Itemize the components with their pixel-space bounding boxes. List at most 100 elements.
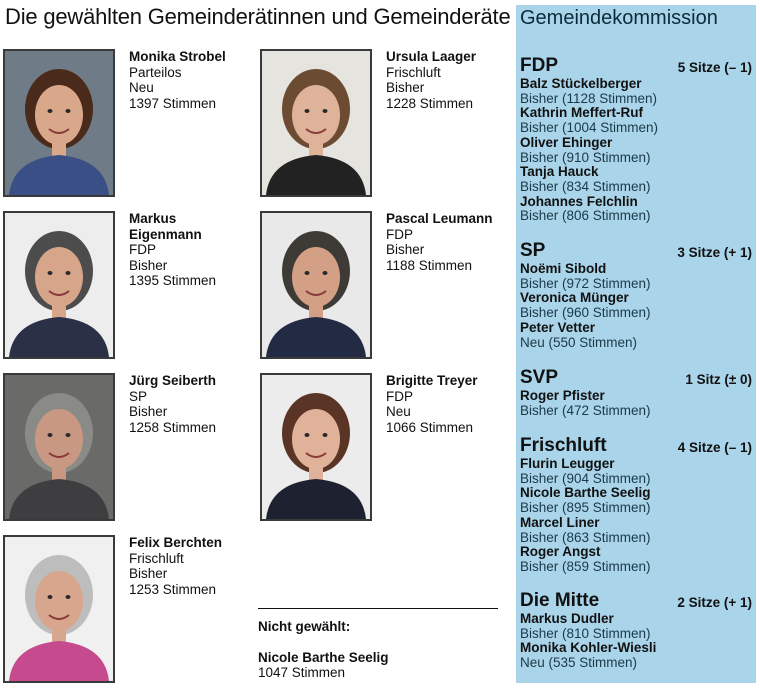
smile-shape <box>305 452 327 458</box>
portrait-photo <box>260 211 372 359</box>
commission-member: Johannes Felchlin Bisher (806 Stimmen) <box>520 193 750 224</box>
portrait-photo <box>3 373 115 521</box>
person-status: Bisher <box>129 404 168 419</box>
member-status: Bisher (806 Stimmen) <box>520 208 651 224</box>
member-name: Roger Pfister <box>520 388 605 403</box>
portrait-photo <box>3 535 115 683</box>
person-info: Pascal Leumann FDP Bisher 1188 Stimmen <box>386 211 493 273</box>
person-party: FDP <box>386 388 413 404</box>
party-header: Die Mitte 2 Sitze (+ 1) <box>520 590 752 612</box>
person-card: Pascal Leumann FDP Bisher 1188 Stimmen <box>260 211 500 371</box>
face-shape <box>35 247 83 307</box>
eye-shape <box>65 109 71 113</box>
person-party: Parteilos <box>129 64 182 80</box>
commission-member: Balz Stückelberger Bisher (1128 Stimmen) <box>520 76 750 106</box>
eye-shape <box>304 271 310 275</box>
person-info: Markus Eigenmann FDP Bisher 1395 Stimmen <box>129 211 216 289</box>
shirt-shape <box>266 317 366 357</box>
person-card: Brigitte Treyer FDP Neu 1066 Stimmen <box>260 373 500 533</box>
face-shape <box>292 85 340 145</box>
person-name: Monika Strobel <box>129 49 226 64</box>
person-party: FDP <box>386 226 413 242</box>
person-party: Frischluft <box>129 550 184 566</box>
commission-member: Markus Dudler Bisher (810 Stimmen) <box>520 611 750 641</box>
commission-party: FDP 5 Sitze (– 1) Balz Stückelberger Bisher… <box>520 55 752 224</box>
shirt-shape <box>9 479 109 519</box>
eye-shape <box>65 433 71 437</box>
person-card: Monika Strobel Parteilos Neu 1397 Stimmen <box>3 49 243 209</box>
not-elected-name: Nicole Barthe Seelig <box>258 649 389 665</box>
eye-shape <box>47 595 53 599</box>
divider <box>258 608 498 609</box>
face-shape <box>292 409 340 469</box>
party-seats: 4 Sitze (– 1) <box>677 440 752 455</box>
person-name: Brigitte Treyer <box>386 373 478 388</box>
eye-shape <box>65 595 71 599</box>
member-status: Bisher (895 Stimmen) <box>520 500 651 516</box>
shirt-shape <box>266 155 366 195</box>
member-name: Veronica Münger <box>520 290 629 306</box>
person-party: Frischluft <box>386 64 441 80</box>
eye-shape <box>322 433 328 437</box>
person-card: Markus Eigenmann FDP Bisher 1395 Stimmen <box>3 211 243 371</box>
shirt-shape <box>266 479 366 519</box>
person-status: Neu <box>129 80 154 95</box>
commission-member: Roger Pfister Bisher (472 Stimmen) <box>520 388 750 418</box>
member-name: Monika Kohler-Wiesli <box>520 640 657 656</box>
eye-shape <box>65 271 71 275</box>
member-name: Noëmi Sibold <box>520 261 607 276</box>
not-elected-label: Nicht gewählt: <box>258 619 351 634</box>
person-status: Bisher <box>386 242 425 257</box>
party-name: Die Mitte <box>520 590 600 611</box>
face-shape <box>292 247 340 307</box>
member-status: Bisher (1128 Stimmen) <box>520 90 658 106</box>
portrait-photo <box>260 49 372 197</box>
eye-shape <box>47 271 53 275</box>
person-status: Bisher <box>386 80 425 95</box>
eye-shape <box>47 109 53 113</box>
party-name: SVP <box>520 367 559 388</box>
person-name: Felix Berchten <box>129 535 223 550</box>
party-header: Frischluft 4 Sitze (– 1) <box>520 435 752 457</box>
person-status: Neu <box>386 404 411 419</box>
person-info: Ursula Laager Frischluft Bisher 1228 Stimme… <box>386 49 476 111</box>
commission-member: Monika Kohler-Wiesli Neu (535 Stimmen) <box>520 641 750 670</box>
person-card: Jürg Seiberth SP Bisher 1258 Stimmen <box>3 373 243 533</box>
commission-member: Noëmi Sibold Bisher (972 Stimmen) <box>520 261 750 291</box>
party-seats: 5 Sitze (– 1) <box>677 60 752 75</box>
smile-shape <box>48 614 70 620</box>
person-info: Felix Berchten Frischluft Bisher 1253 Stimm… <box>129 535 222 597</box>
party-header: FDP 5 Sitze (– 1) <box>520 55 752 77</box>
not-elected-votes: 1047 Stimmen <box>258 665 346 680</box>
member-status: Bisher (960 Stimmen) <box>520 305 651 321</box>
person-votes: 1253 Stimmen <box>129 581 217 597</box>
commission-party: Die Mitte 2 Sitze (+ 1) Markus Dudler Bishe… <box>520 590 752 671</box>
smile-shape <box>305 290 327 296</box>
eye-shape <box>322 109 328 113</box>
party-name: SP <box>520 240 546 261</box>
commission-panel: Gemeindekommission FDP 5 Sitze (– 1) Balz … <box>516 5 756 683</box>
member-name: Tanja Hauck <box>520 164 599 180</box>
face-shape <box>35 571 83 631</box>
party-name: Frischluft <box>520 435 607 456</box>
member-status: Bisher (863 Stimmen) <box>520 529 651 545</box>
eye-shape <box>322 271 328 275</box>
smile-shape <box>48 290 70 296</box>
commission-member: Oliver Ehinger Bisher (910 Stimmen) <box>520 135 750 165</box>
smile-shape <box>48 128 70 134</box>
person-info: Monika Strobel Parteilos Neu 1397 Stimmen <box>129 49 226 111</box>
member-name: Johannes Felchlin <box>520 193 638 209</box>
party-seats: 3 Sitze (+ 1) <box>677 245 752 260</box>
commission-member: Tanja Hauck Bisher (834 Stimmen) <box>520 165 750 194</box>
shirt-shape <box>9 155 109 195</box>
commission-member: Marcel Liner Bisher (863 Stimmen) <box>520 515 750 545</box>
person-status: Bisher <box>129 566 168 581</box>
person-votes: 1066 Stimmen <box>386 419 474 435</box>
person-name: Eigenmann <box>129 226 202 242</box>
commission-member: Nicole Barthe Seelig Bisher (895 Stimmen) <box>520 486 750 515</box>
commission-party: SVP 1 Sitz (± 0) Roger Pfister Bisher (472 … <box>520 367 752 418</box>
member-name: Markus Dudler <box>520 611 614 626</box>
page-title: Die gewählten Gemeinderätinnen und Gemei… <box>5 4 511 29</box>
commission-party: SP 3 Sitze (+ 1) Noëmi Sibold Bisher (972 S… <box>520 240 752 350</box>
member-name: Flurin Leugger <box>520 456 615 471</box>
